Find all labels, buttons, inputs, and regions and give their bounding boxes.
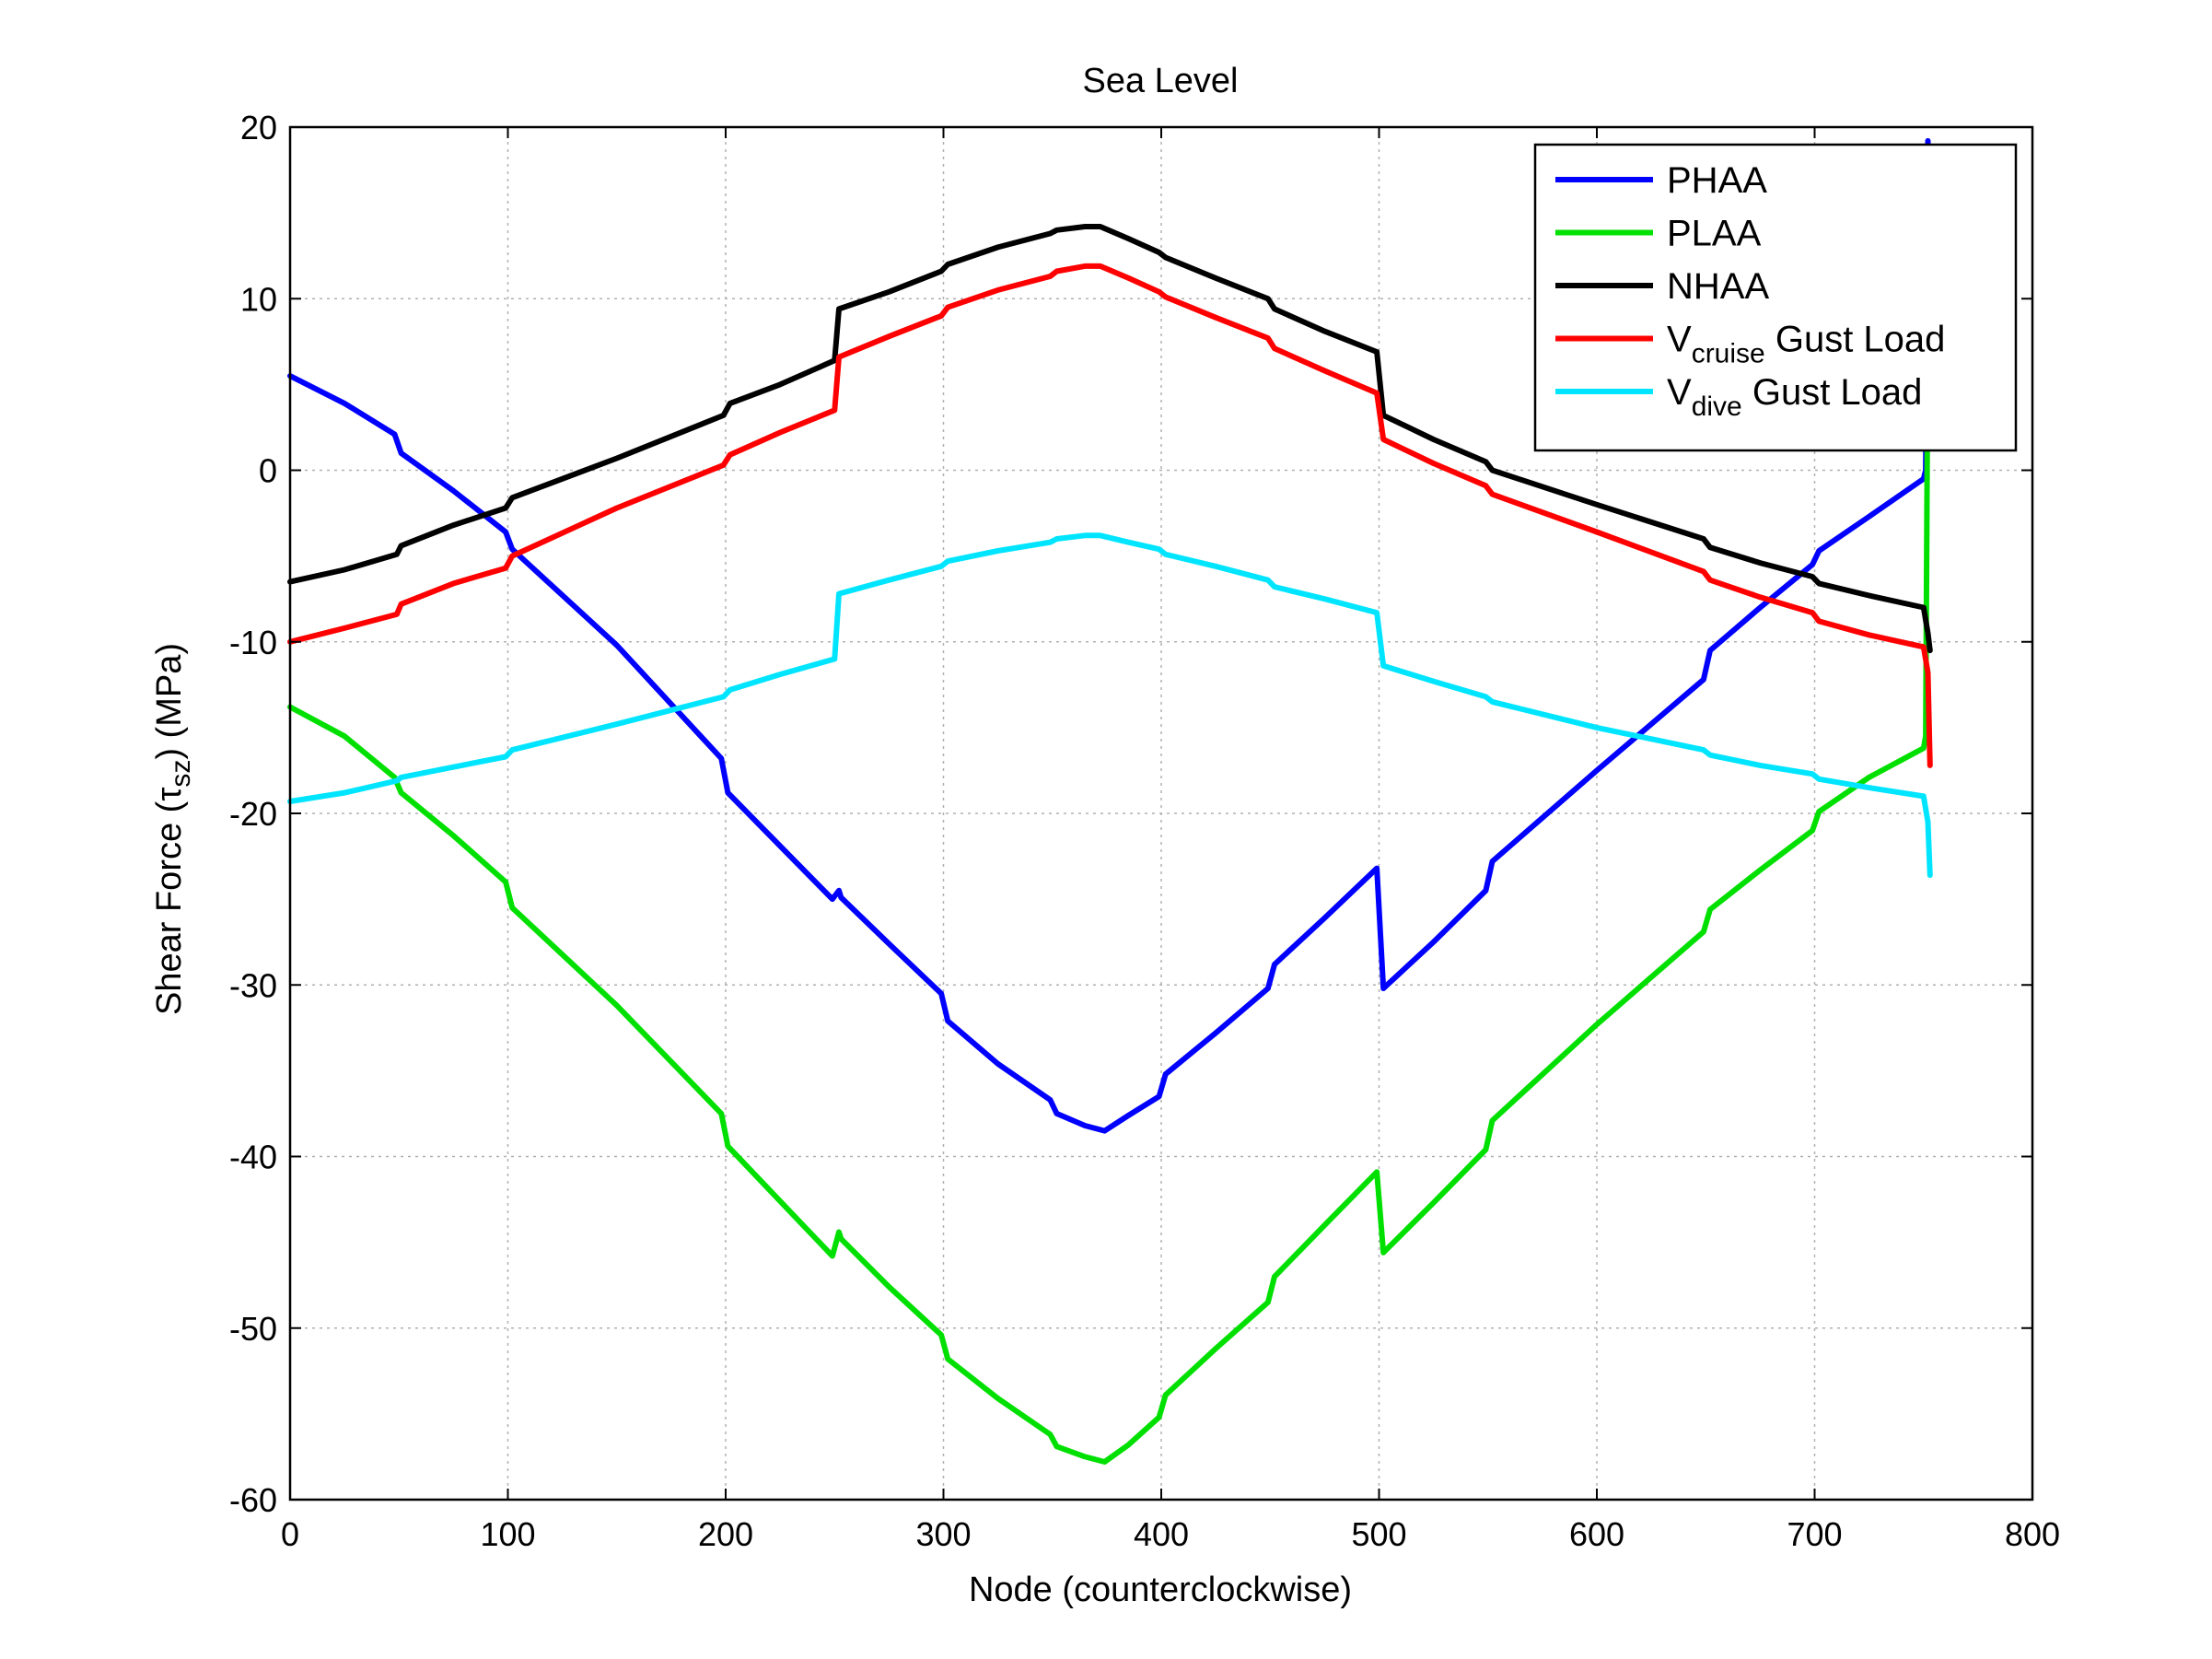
y-tick-label: 0 <box>259 452 277 490</box>
x-axis-label: Node (counterclockwise) <box>969 1571 1352 1609</box>
y-tick-label: -50 <box>229 1310 277 1348</box>
legend-label-tail: Gust Load <box>1765 320 1946 360</box>
axis-ticks: 0 100 200 300 400 500 600 700 80020100-10-20-30-… <box>229 109 2060 1553</box>
series-line-1 <box>287 321 1931 1465</box>
y-tick-label: -30 <box>229 966 277 1004</box>
legend-label-main: PLAA <box>1667 214 1762 254</box>
legend-box <box>1533 143 2018 452</box>
x-tick-label: 200 <box>698 1515 753 1553</box>
series-line-2 <box>287 224 1933 654</box>
legend-label-main: V <box>1667 372 1692 413</box>
legend-label-tail: Gust Load <box>1742 372 1923 413</box>
chart-title: Sea Level <box>1082 62 1238 100</box>
x-tick-label: 800 <box>2005 1515 2060 1553</box>
legend-label-4: Vdive Gust Load <box>1667 372 1922 422</box>
legend-label-2: NHAA <box>1667 266 1769 307</box>
y-tick-label: 10 <box>240 280 277 318</box>
series-group <box>287 137 1933 1465</box>
y-tick-label: -10 <box>229 624 277 661</box>
legend-label-main: PHAA <box>1667 160 1767 201</box>
x-tick-label: 500 <box>1351 1515 1406 1553</box>
legend-label-1: PLAA <box>1667 214 1762 254</box>
x-tick-label: 0 <box>281 1515 299 1553</box>
y-axis-label-sub: sz <box>166 760 196 788</box>
y-tick-label: 20 <box>240 109 277 146</box>
x-tick-label: 400 <box>1134 1515 1189 1553</box>
legend-label-main: V <box>1667 320 1692 360</box>
y-tick-label: -20 <box>229 795 277 833</box>
series-line-4 <box>287 532 1933 879</box>
series-line-0 <box>287 137 1931 1134</box>
y-axis-label: Shear Force (τsz) (MPa) <box>150 643 196 1015</box>
x-tick-label: 700 <box>1787 1515 1842 1553</box>
y-axis-label-tail: ) (MPa) <box>150 643 189 760</box>
legend-label-3: Vcruise Gust Load <box>1667 320 1945 369</box>
y-axis-label-main: Shear Force (τ <box>150 788 189 1015</box>
y-tick-label: -60 <box>229 1481 277 1519</box>
legend-label-0: PHAA <box>1667 160 1767 201</box>
legend-label-main: NHAA <box>1667 266 1769 307</box>
series-line-3 <box>287 263 1933 768</box>
x-tick-label: 300 <box>915 1515 971 1553</box>
legend-label-sub: dive <box>1692 391 1742 422</box>
x-tick-label: 600 <box>1569 1515 1624 1553</box>
y-tick-label: -40 <box>229 1139 277 1176</box>
x-tick-label: 100 <box>480 1515 535 1553</box>
legend-label-sub: cruise <box>1692 339 1765 369</box>
